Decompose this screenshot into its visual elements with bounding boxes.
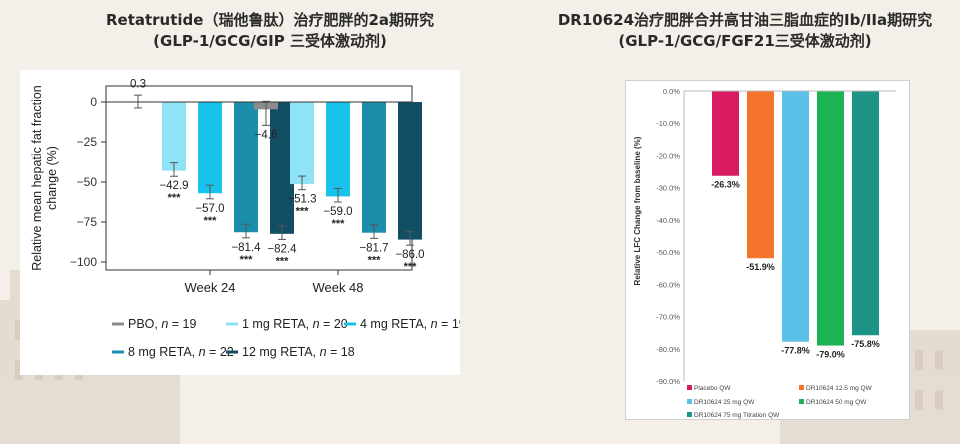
right-y-tick-label: -60.0% bbox=[656, 280, 680, 289]
right-y-tick-label: -20.0% bbox=[656, 151, 680, 160]
right-y-tick-label: -80.0% bbox=[656, 345, 680, 354]
left-significance-stars: *** bbox=[204, 215, 218, 227]
left-significance-stars: *** bbox=[404, 261, 418, 273]
left-title-line1: Retatrutide（瑞他鲁肽）治疗肥胖的2a期研究 bbox=[105, 11, 435, 29]
left-legend-label: 4 mg RETA, n = 19 bbox=[360, 317, 460, 331]
right-y-tick-label: -70.0% bbox=[656, 313, 680, 322]
left-data-label: −86.0 bbox=[395, 249, 424, 261]
right-legend-swatch bbox=[687, 399, 692, 404]
left-bar bbox=[162, 102, 186, 171]
right-bar bbox=[747, 91, 774, 259]
right-bar bbox=[712, 91, 739, 176]
left-x-tick-label: Week 24 bbox=[184, 280, 235, 295]
left-bar bbox=[198, 102, 222, 194]
right-title-line1: DR10624治疗肥胖合并高甘油三脂血症的Ib/IIa期研究 bbox=[557, 11, 933, 29]
left-bar bbox=[326, 102, 350, 197]
right-data-label: -26.3% bbox=[711, 180, 740, 190]
right-data-label: -51.9% bbox=[746, 262, 775, 272]
left-data-label: 0.3 bbox=[130, 79, 146, 91]
right-y-tick-label: -40.0% bbox=[656, 216, 680, 225]
left-data-label: −51.3 bbox=[287, 194, 316, 206]
right-bar bbox=[817, 91, 844, 346]
right-y-tick-label: -50.0% bbox=[656, 248, 680, 257]
left-significance-stars: *** bbox=[240, 254, 254, 266]
left-data-label: −42.9 bbox=[159, 180, 188, 192]
left-y-tick-label: −50 bbox=[77, 175, 98, 189]
retatrutide-bar-chart: 0−25−50−75−1000.3−42.9***−57.0***−81.4**… bbox=[30, 79, 466, 359]
left-data-label: −82.4 bbox=[267, 243, 297, 255]
left-legend-label: PBO, n = 19 bbox=[128, 317, 196, 331]
right-y-tick-label: 0.0% bbox=[663, 87, 680, 96]
right-y-tick-label: -90.0% bbox=[656, 377, 680, 386]
right-legend-label: DR10624 75 mg Titration QW bbox=[694, 412, 780, 419]
left-y-tick-label: −25 bbox=[77, 135, 98, 149]
right-bar bbox=[782, 91, 809, 342]
left-data-label: −81.7 bbox=[359, 242, 388, 254]
left-data-label: −57.0 bbox=[195, 203, 224, 215]
left-chart-panel: 0 −25 −50 −75 −100 0.3 −42.9 *** −57.0 *** −81.4 **… bbox=[20, 70, 466, 375]
left-chart-title: Retatrutide（瑞他鲁肽）治疗肥胖的2a期研究 (GLP-1/GCG/G… bbox=[60, 10, 480, 52]
left-bar bbox=[398, 102, 422, 240]
left-bar bbox=[362, 102, 386, 233]
left-significance-stars: *** bbox=[168, 192, 182, 204]
right-title-line2: (GLP-1/GCG/FGF21三受体激动剂) bbox=[618, 32, 872, 50]
left-x-tick-label: Week 48 bbox=[312, 280, 363, 295]
left-significance-stars: *** bbox=[332, 218, 346, 230]
right-data-label: -75.8% bbox=[851, 339, 880, 349]
right-legend-label: DR10624 12.5 mg QW bbox=[806, 385, 873, 392]
right-y-tick-label: -10.0% bbox=[656, 119, 680, 128]
left-title-line2: (GLP-1/GCG/GIP 三受体激动剂) bbox=[153, 32, 387, 50]
right-y-tick-label: -30.0% bbox=[656, 184, 680, 193]
right-chart-panel: 0.0% -10.0% -20.0% -30.0% -40.0% -50.0% -60.0%… bbox=[625, 80, 910, 420]
right-chart-title: DR10624治疗肥胖合并高甘油三脂血症的Ib/IIa期研究 (GLP-1/GC… bbox=[545, 10, 945, 52]
left-y-axis-label: Relative mean hepatic fat fractionchange… bbox=[30, 85, 59, 271]
right-legend-swatch bbox=[687, 385, 692, 390]
right-legend-label: DR10624 25 mg QW bbox=[694, 399, 755, 406]
right-legend-swatch bbox=[799, 399, 804, 404]
right-data-label: -79.0% bbox=[816, 350, 845, 360]
right-legend-label: Placebo QW bbox=[694, 385, 731, 392]
left-significance-stars: *** bbox=[368, 254, 382, 266]
right-legend-label: DR10624 50 mg QW bbox=[806, 399, 867, 406]
left-significance-stars: *** bbox=[296, 206, 310, 218]
left-y-tick-label: −75 bbox=[77, 215, 98, 229]
left-y-tick-label: −100 bbox=[70, 255, 97, 269]
right-bar bbox=[852, 91, 879, 336]
dr10624-bar-chart: 0.0% -10.0% -20.0% -30.0% -40.0% -50.0% -60.0%… bbox=[633, 87, 896, 419]
left-bar bbox=[234, 102, 258, 233]
left-data-label: −81.4 bbox=[231, 242, 261, 254]
left-y-tick-label: 0 bbox=[90, 95, 97, 109]
right-data-label: -77.8% bbox=[781, 346, 810, 356]
left-legend-label: 8 mg RETA, n = 22 bbox=[128, 345, 234, 359]
left-legend-label: 12 mg RETA, n = 18 bbox=[242, 345, 355, 359]
right-y-axis-label: Relative LFC Change from baseline (%) bbox=[633, 136, 642, 285]
left-bar bbox=[290, 102, 314, 185]
right-legend-swatch bbox=[687, 412, 692, 417]
left-data-label: −59.0 bbox=[323, 206, 352, 218]
left-significance-stars: *** bbox=[276, 255, 290, 267]
left-legend-label: 1 mg RETA, n = 20 bbox=[242, 317, 348, 331]
left-data-label: −4.6 bbox=[255, 129, 278, 141]
right-legend-swatch bbox=[799, 385, 804, 390]
